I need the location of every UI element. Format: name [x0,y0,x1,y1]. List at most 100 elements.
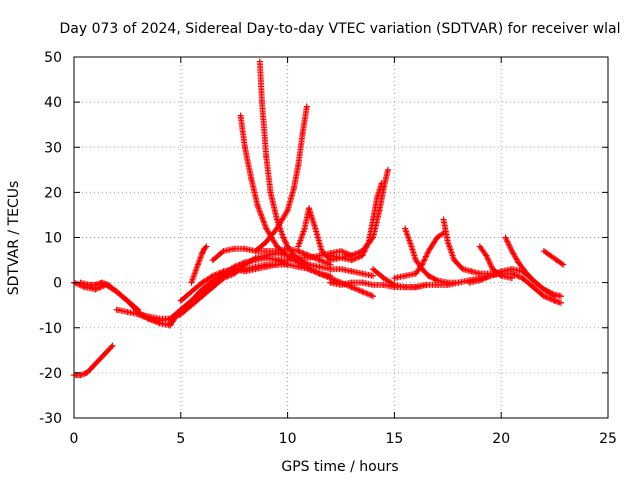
data-point [374,193,381,200]
data-point [440,216,447,223]
data-point [241,259,248,266]
data-point [273,225,280,232]
data-point [459,266,466,273]
data-point [263,225,270,232]
data-point [553,257,560,264]
data-point [476,277,483,284]
data-point [83,369,90,376]
axis-ticks: 0 5 10 15 20 25 -30 -20 -10 0 10 20 30 40 50 [39,50,617,447]
series-arc-23 [502,234,565,300]
y-tick-label: -20 [39,366,62,382]
data-point [295,243,302,250]
data-point [391,275,398,282]
data-point [316,252,323,259]
data-point [502,234,509,241]
data-point [423,281,430,288]
grid-lines [74,57,608,418]
data-point [305,254,312,261]
data-point [359,279,366,286]
data-point [370,272,377,279]
data-point [359,270,366,277]
data-point [560,261,567,268]
y-tick-label: 10 [44,231,62,247]
data-point [156,320,163,327]
y-tick-label: 40 [44,95,62,111]
data-point [252,257,259,264]
y-tick-label: 0 [53,276,62,292]
data-point [237,112,244,119]
data-point [455,279,462,286]
data-point [348,257,355,264]
data-point [220,268,227,275]
data-point [305,266,312,273]
x-axis-label: GPS time / hours [281,459,398,475]
data-point [220,248,227,255]
data-point [419,261,426,268]
data-point [327,272,334,279]
data-point [263,239,270,246]
x-tick-label: 0 [70,431,79,447]
data-point [549,290,556,297]
data-point [188,297,195,304]
data-point [263,248,270,255]
data-point [231,245,238,252]
data-point [540,293,547,300]
data-point [348,279,355,286]
series-arc-17 [370,266,430,291]
data-point [305,205,312,212]
data-point [299,130,306,137]
data-point [124,308,131,315]
data-point [295,162,302,169]
data-point [241,245,248,252]
data-marks [71,58,567,379]
x-tick-label: 15 [385,431,403,447]
data-point [241,268,248,275]
data-point [476,243,483,250]
data-point [194,261,201,268]
data-point [199,250,206,257]
data-point [327,279,334,286]
data-point [370,216,377,223]
data-point [412,257,419,264]
data-point [98,279,105,286]
data-point [540,248,547,255]
data-point [301,225,308,232]
data-point [402,284,409,291]
chart-title: Day 073 of 2024, Sidereal Day-to-day VTE… [59,21,620,37]
data-point [267,189,274,196]
data-point [523,270,530,277]
data-point [434,277,441,284]
data-point [273,216,280,223]
y-axis-label: SDTVAR / TECUs [6,181,22,296]
data-point [327,266,334,273]
data-point [370,293,377,300]
data-point [384,166,391,173]
data-point [301,261,308,268]
data-point [558,299,565,306]
data-point [338,266,344,273]
x-tick-label: 25 [599,431,617,447]
x-tick-label: 20 [492,431,510,447]
data-point [359,288,366,295]
data-point [365,239,372,246]
data-point [378,180,385,187]
data-point [483,252,490,259]
data-point [444,279,451,286]
data-point [444,239,451,246]
data-point [109,342,116,349]
data-point [434,234,441,241]
data-point [508,275,515,282]
data-point [284,243,291,250]
x-tick-label: 10 [279,431,297,447]
data-point [303,103,310,110]
data-point [519,275,526,282]
data-point [273,243,280,250]
data-point [263,254,270,261]
data-point [256,58,263,65]
data-point [391,281,398,288]
data-point [209,279,216,286]
data-point [327,252,334,259]
data-point [402,272,409,279]
data-point [295,254,302,261]
data-point [85,281,92,288]
